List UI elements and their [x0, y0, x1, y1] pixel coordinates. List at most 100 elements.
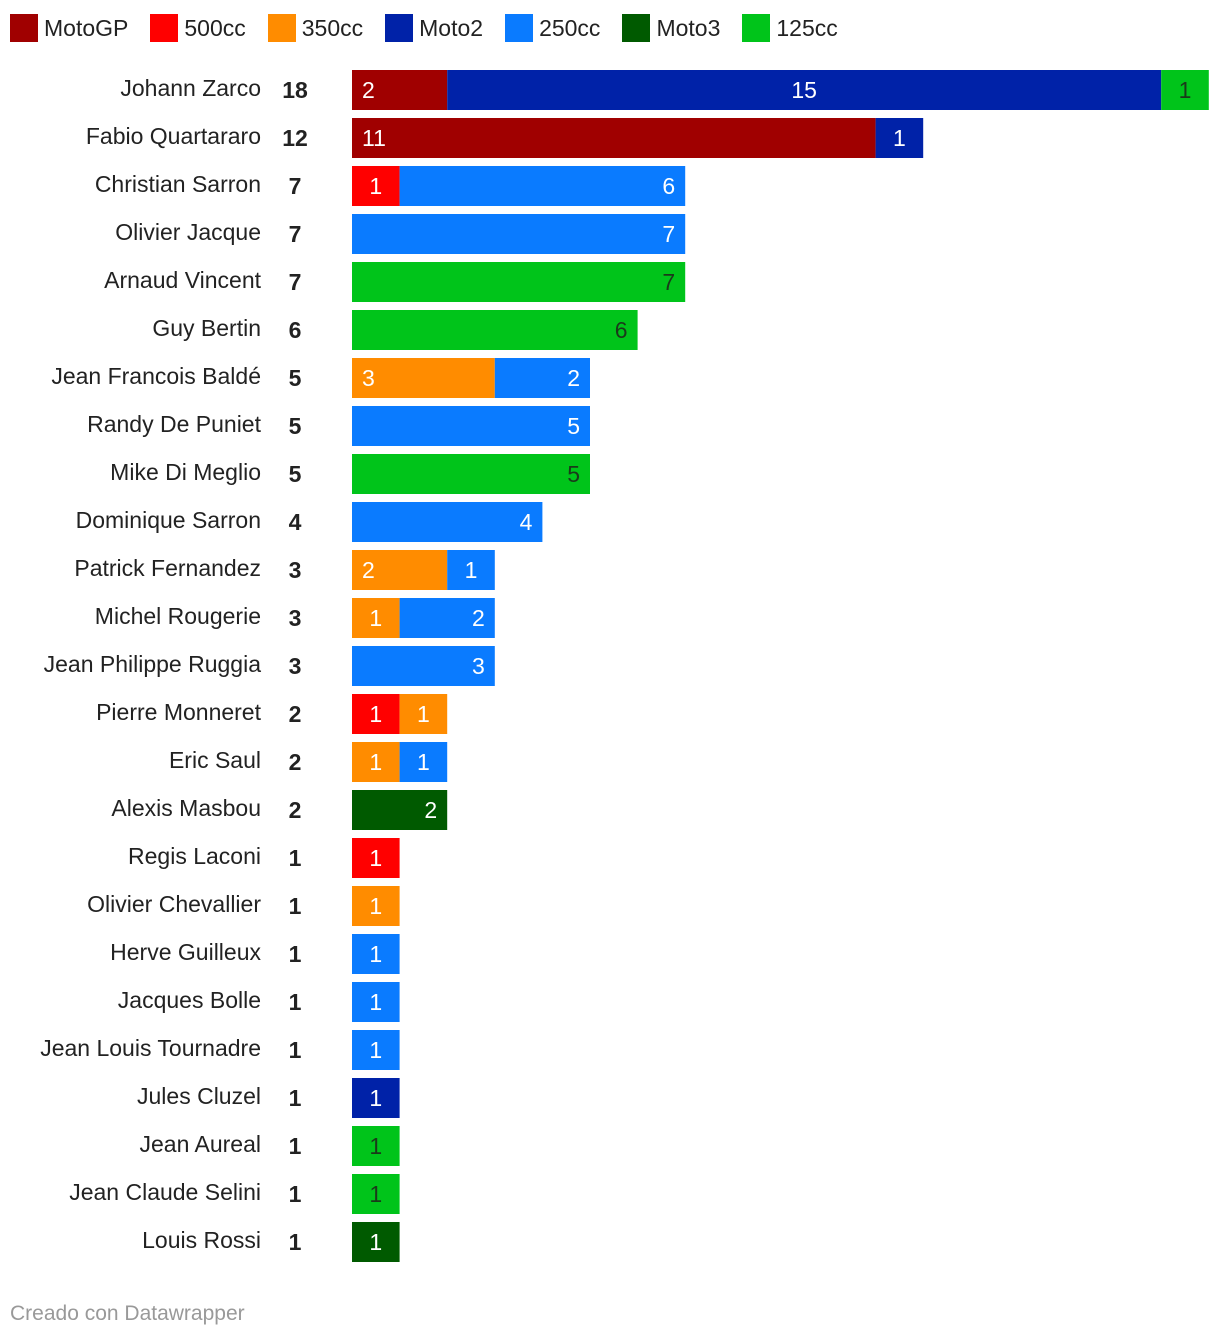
footer-credit: Creado con Datawrapper — [10, 1302, 245, 1325]
legend-swatch — [267, 14, 296, 42]
bar-segment — [352, 694, 400, 734]
legend-label: Moto2 — [419, 14, 484, 41]
bar-value-label: 1 — [369, 989, 382, 1015]
row-total: 1 — [289, 893, 302, 919]
bar-value-label: 1 — [369, 173, 382, 199]
row-label: Johann Zarco — [120, 75, 261, 101]
bar-value-label: 7 — [662, 269, 675, 295]
bar-value-label: 1 — [465, 557, 478, 583]
row-label: Jean Philippe Ruggia — [44, 651, 262, 677]
bar-value-label: 3 — [472, 653, 485, 679]
row-total: 5 — [289, 461, 302, 487]
row-total: 3 — [289, 653, 302, 679]
bar-value-label: 5 — [567, 413, 580, 439]
legend-item: 350cc — [267, 14, 364, 42]
row-total: 1 — [289, 941, 302, 967]
bar-segment — [352, 646, 495, 686]
bar-segment — [352, 982, 400, 1022]
bar-segment — [352, 454, 590, 494]
bar-segment — [352, 310, 638, 350]
row-label: Jean Aureal — [140, 1131, 261, 1157]
bar-segment — [352, 1126, 400, 1166]
bar-segment — [352, 166, 400, 206]
legend-label: 350cc — [301, 14, 364, 41]
bar-segment — [399, 742, 448, 782]
row-label: Alexis Masbou — [111, 795, 261, 821]
bar-segment — [352, 118, 876, 158]
legend-label: Moto3 — [656, 14, 721, 41]
bar-segment — [352, 262, 686, 302]
row-label: Louis Rossi — [142, 1227, 261, 1253]
row-label: Jean Francois Baldé — [51, 363, 261, 389]
legend-item: Moto3 — [622, 14, 720, 42]
bar-value-label: 1 — [417, 701, 430, 727]
bar-segment — [1161, 70, 1209, 110]
bar-value-label: 5 — [567, 461, 580, 487]
row-label: Michel Rougerie — [95, 603, 261, 629]
bar-segment — [352, 1174, 400, 1214]
bar-segment — [352, 406, 590, 446]
legend-item: 125cc — [742, 14, 838, 42]
bar-segment — [352, 886, 400, 926]
row-total: 7 — [289, 221, 302, 247]
bar-segment — [399, 166, 686, 206]
row-total: 2 — [289, 749, 302, 775]
row-total: 1 — [289, 1085, 302, 1111]
row-label: Christian Sarron — [95, 171, 261, 197]
row-label: Jacques Bolle — [118, 987, 261, 1013]
legend-label: 500cc — [184, 14, 246, 41]
row-total: 12 — [282, 125, 308, 151]
bar-segment — [352, 1222, 400, 1262]
bar-segment — [447, 70, 1162, 110]
bar-segment — [352, 790, 448, 830]
legend-label: 125cc — [776, 14, 838, 41]
legend-swatch — [150, 14, 179, 42]
bar-value-label: 1 — [369, 1037, 382, 1063]
legend-item: 500cc — [150, 14, 246, 42]
bar-value-label: 1 — [417, 749, 430, 775]
row-total: 1 — [289, 1133, 302, 1159]
legend: MotoGP 500cc 350cc Moto2 250cc Moto3 125cc — [10, 12, 860, 44]
bar-value-label: 4 — [520, 509, 533, 535]
bar-value-label: 2 — [362, 77, 375, 103]
bar-segment — [494, 358, 590, 398]
bar-value-label: 2 — [567, 365, 580, 391]
bar-segment — [352, 358, 495, 398]
bar-value-label: 1 — [369, 1181, 382, 1207]
row-total: 18 — [282, 77, 308, 103]
bar-value-label: 1 — [369, 749, 382, 775]
bar-segment — [352, 838, 400, 878]
row-total: 2 — [289, 797, 302, 823]
row-label: Jean Claude Selini — [69, 1179, 261, 1205]
legend-item: 250cc — [505, 14, 600, 42]
legend-swatch — [505, 14, 534, 42]
bar-value-label: 1 — [369, 1133, 382, 1159]
bar-segment — [399, 598, 495, 638]
row-total: 1 — [289, 1037, 302, 1063]
bar-value-label: 2 — [472, 605, 485, 631]
bar-value-label: 1 — [893, 125, 906, 151]
row-label: Pierre Monneret — [96, 699, 262, 725]
legend-label: MotoGP — [44, 14, 129, 41]
row-label: Dominique Sarron — [76, 507, 261, 533]
bar-value-label: 3 — [362, 365, 375, 391]
bar-value-label: 1 — [369, 701, 382, 727]
row-total: 3 — [289, 557, 302, 583]
legend-swatch — [385, 14, 414, 42]
row-total: 6 — [289, 317, 302, 343]
bar-segment — [352, 502, 543, 542]
row-total: 3 — [289, 605, 302, 631]
legend-item: MotoGP — [10, 14, 128, 42]
bar-value-label: 1 — [369, 893, 382, 919]
row-label: Jean Louis Tournadre — [40, 1035, 261, 1061]
row-total: 5 — [289, 413, 302, 439]
bar-value-label: 1 — [369, 1085, 382, 1111]
legend-swatch — [742, 14, 771, 42]
row-total: 1 — [289, 989, 302, 1015]
row-label: Olivier Chevallier — [87, 891, 261, 917]
row-label: Mike Di Meglio — [110, 459, 261, 485]
bar-value-label: 1 — [369, 845, 382, 871]
bar-value-label: 11 — [362, 125, 386, 151]
bar-value-label: 6 — [662, 173, 675, 199]
